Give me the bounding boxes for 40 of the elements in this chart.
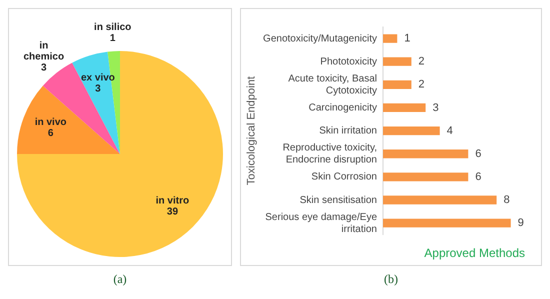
text: (a) — [112, 272, 128, 287]
bar — [383, 34, 398, 43]
y-tick-label: Carcinogenicity — [308, 102, 377, 114]
bar — [383, 57, 412, 66]
data-label: 1 — [404, 32, 410, 45]
bar — [383, 196, 497, 204]
data-label: 3 — [95, 83, 102, 94]
y-tick-label: Serious eye damage/Eye irritation — [265, 212, 378, 235]
y-tick-label: Acute toxicity, Basal Cytotoxicity — [288, 73, 377, 96]
slice-label: in chemico — [23, 40, 64, 62]
y-tick-label: Skin irritation — [319, 126, 377, 137]
data-label: 3 — [432, 102, 439, 114]
bar — [383, 218, 511, 228]
y-tick-label: Genotoxicity/Mutagenicity — [263, 33, 377, 44]
x-axis-title: Approved Methods — [424, 246, 525, 260]
slice-label: in vitro — [156, 196, 190, 207]
data-label: 2 — [418, 78, 425, 91]
text: (b) — [383, 272, 399, 287]
data-label: 2 — [418, 56, 425, 68]
y-tick-label: Phototoxicity — [320, 56, 377, 68]
data-label: 1 — [110, 32, 116, 44]
y-tick-label: Skin sensitisation — [300, 194, 377, 206]
bar — [383, 172, 468, 182]
data-label: 6 — [475, 170, 482, 183]
data-label: 3 — [40, 62, 47, 74]
slice-label: in vivo — [34, 116, 67, 128]
y-tick-label: Skin Corrosion — [311, 172, 377, 183]
data-label: 9 — [518, 217, 524, 230]
data-label: 6 — [475, 148, 482, 160]
data-label: 8 — [504, 194, 510, 206]
data-label: 39 — [166, 206, 178, 218]
slice-label: in silico — [94, 22, 132, 33]
y-tick-label: Reproductive toxicity, Endocrine disruption — [282, 142, 377, 166]
data-label: 6 — [48, 128, 54, 139]
bar — [383, 150, 468, 158]
data-label: 4 — [446, 124, 453, 137]
y-axis-title: Toxicological Endpoint — [246, 76, 258, 186]
bar — [383, 103, 426, 112]
bar — [383, 80, 412, 89]
bar — [383, 126, 440, 136]
